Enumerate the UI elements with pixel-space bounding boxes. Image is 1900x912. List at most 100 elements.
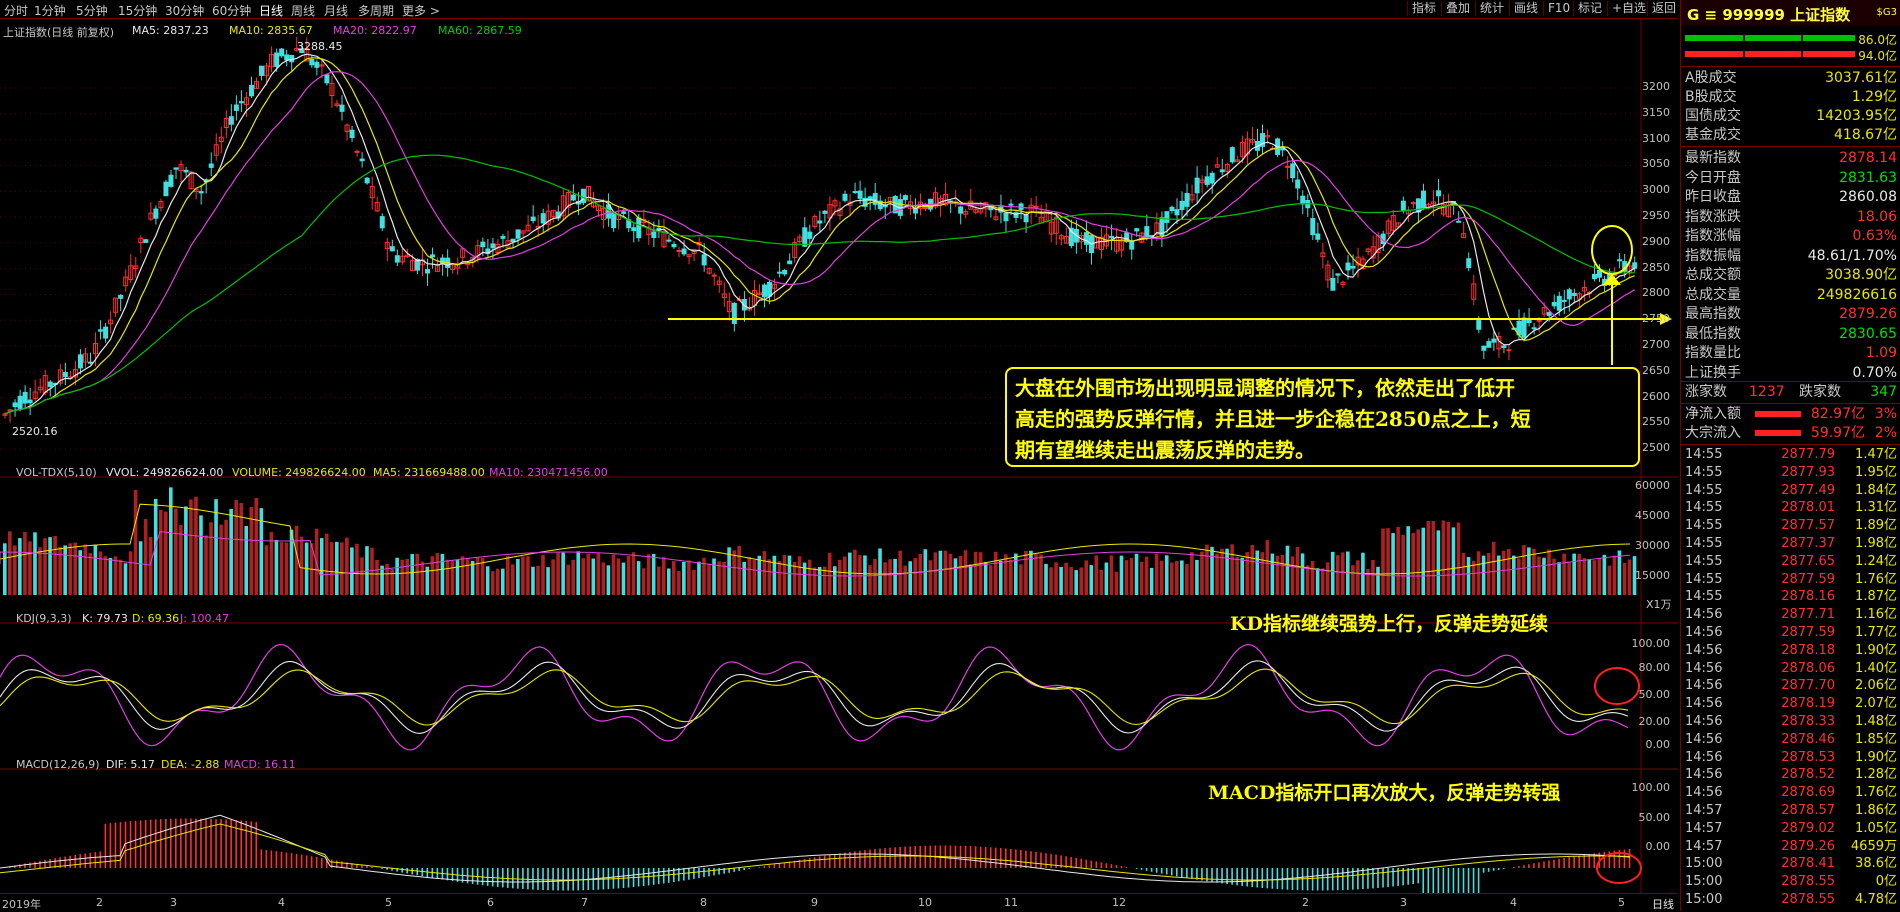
candle-body [1562, 300, 1566, 301]
candle-body [1170, 207, 1174, 210]
tick-time: 14:55 [1685, 482, 1722, 500]
tab-timeframe-15min[interactable]: 15分钟 [118, 2, 157, 19]
analysis-callout: 大盘在外围市场出现明显调整的情况下，依然走出了低开 高走的强势反弹行情，并且进一… [1005, 367, 1640, 467]
tick-time: 14:55 [1685, 588, 1722, 606]
tick-price: 2877.70 [1755, 677, 1835, 695]
volume-bar [888, 559, 892, 595]
volume-bar [1140, 562, 1144, 595]
down-volume-value: 94.0亿 [1858, 47, 1897, 64]
up-count-value: 1237 [1749, 383, 1785, 401]
macd-histogram-bar [743, 868, 745, 870]
candle-body [1311, 219, 1315, 235]
volume-bar [18, 538, 22, 595]
volume-bar [219, 525, 223, 595]
candle-body [843, 194, 847, 200]
axis-tick-label: 2850 [1600, 261, 1670, 274]
macd-histogram-bar [507, 868, 509, 888]
tab-timeframe-daily[interactable]: 日线 [259, 2, 283, 19]
volume-bar [1185, 564, 1189, 595]
candle-body [873, 194, 877, 205]
tab-timeframe-60min[interactable]: 60分钟 [212, 2, 251, 19]
candle-body [18, 396, 22, 408]
tab-timeframe-intraday[interactable]: 分时 [4, 2, 28, 19]
candle-body [1316, 234, 1320, 239]
volume-bar [813, 567, 817, 595]
tab-timeframe-weekly[interactable]: 周线 [291, 2, 315, 19]
add-watchlist-button[interactable]: +自选 [1607, 1, 1650, 16]
volume-bar [652, 554, 656, 595]
macd-histogram-bar [1136, 868, 1138, 869]
tab-timeframe-monthly[interactable]: 月线 [324, 2, 348, 19]
macd-histogram-bar [965, 846, 967, 868]
candle-body [788, 261, 792, 264]
macd-histogram-bar [1503, 868, 1505, 869]
date-axis: 2019年 2 3 4 5 6 7 8 9 10 11 12 2 3 4 5 日… [0, 893, 1678, 912]
tab-timeframe-1min[interactable]: 1分钟 [34, 2, 66, 19]
volume-bar [229, 509, 233, 595]
turnover-label: 基金成交 [1685, 126, 1741, 144]
volume-bar [848, 553, 852, 595]
macd-histogram-bar [884, 848, 886, 868]
macd-histogram-bar [1111, 864, 1113, 868]
candle-body [1024, 215, 1028, 222]
draw-line-button[interactable]: 画线 [1509, 1, 1542, 16]
candle-body [280, 49, 284, 56]
volume-bar [184, 506, 188, 595]
mark-button[interactable]: 标记 [1573, 1, 1606, 16]
volume-bar [1286, 546, 1290, 595]
macd-histogram-bar [1573, 856, 1575, 868]
tick-volume: 1.47亿 [1855, 446, 1897, 464]
volume-bar [325, 534, 329, 595]
overlay-button[interactable]: 叠加 [1441, 1, 1474, 16]
macd-histogram-bar [995, 848, 997, 868]
tick-price: 2877.57 [1755, 517, 1835, 535]
tab-timeframe-multi[interactable]: 多周期 [358, 2, 394, 19]
volume-bar [1582, 558, 1586, 595]
macd-histogram-bar [1593, 853, 1595, 868]
macd-histogram-bar [1337, 868, 1339, 890]
tab-timeframe-5min[interactable]: 5分钟 [76, 2, 108, 19]
volume-bar [1069, 567, 1073, 595]
volume-bar [828, 553, 832, 595]
macd-histogram-bar [824, 856, 826, 868]
back-button[interactable]: 返回 [1647, 1, 1680, 16]
indicator-button[interactable]: 指标 [1407, 1, 1440, 16]
candle-body [260, 66, 264, 75]
macd-histogram-bar [1161, 868, 1163, 874]
candle-body [99, 330, 103, 331]
volume-bar [149, 537, 153, 595]
macd-histogram-bar [1055, 855, 1057, 868]
tab-timeframe-30min[interactable]: 30分钟 [165, 2, 204, 19]
macd-histogram-bar [1025, 851, 1027, 868]
volume-bar [1079, 567, 1083, 595]
statistics-button[interactable]: 统计 [1475, 1, 1508, 16]
volume-bar [878, 549, 882, 595]
volume-bar [431, 556, 435, 595]
volume-bar [1542, 558, 1546, 595]
macd-histogram-bar [1443, 868, 1445, 893]
macd-histogram-bar [250, 821, 252, 868]
candle-body [1567, 290, 1571, 299]
candle-body [1547, 313, 1551, 316]
volume-bar [1371, 560, 1375, 595]
date-label: 2 [96, 896, 103, 909]
candle-body [1477, 321, 1481, 330]
tab-timeframe-more[interactable]: 更多 > [402, 2, 440, 19]
kdj-d-label: D: 69.36 [132, 612, 179, 625]
macd-histogram-bar [980, 847, 982, 868]
macd-histogram-bar [904, 847, 906, 868]
f10-button[interactable]: F10 [1543, 1, 1574, 16]
volume-bar [712, 559, 716, 595]
volume-bar [1482, 556, 1486, 595]
macd-histogram-bar [84, 853, 86, 868]
volume-bar [1120, 556, 1124, 595]
volume-bar [1572, 554, 1576, 595]
volume-bar [1160, 561, 1164, 595]
volume-bar [1381, 529, 1385, 595]
macd-histogram-bar [175, 819, 177, 868]
